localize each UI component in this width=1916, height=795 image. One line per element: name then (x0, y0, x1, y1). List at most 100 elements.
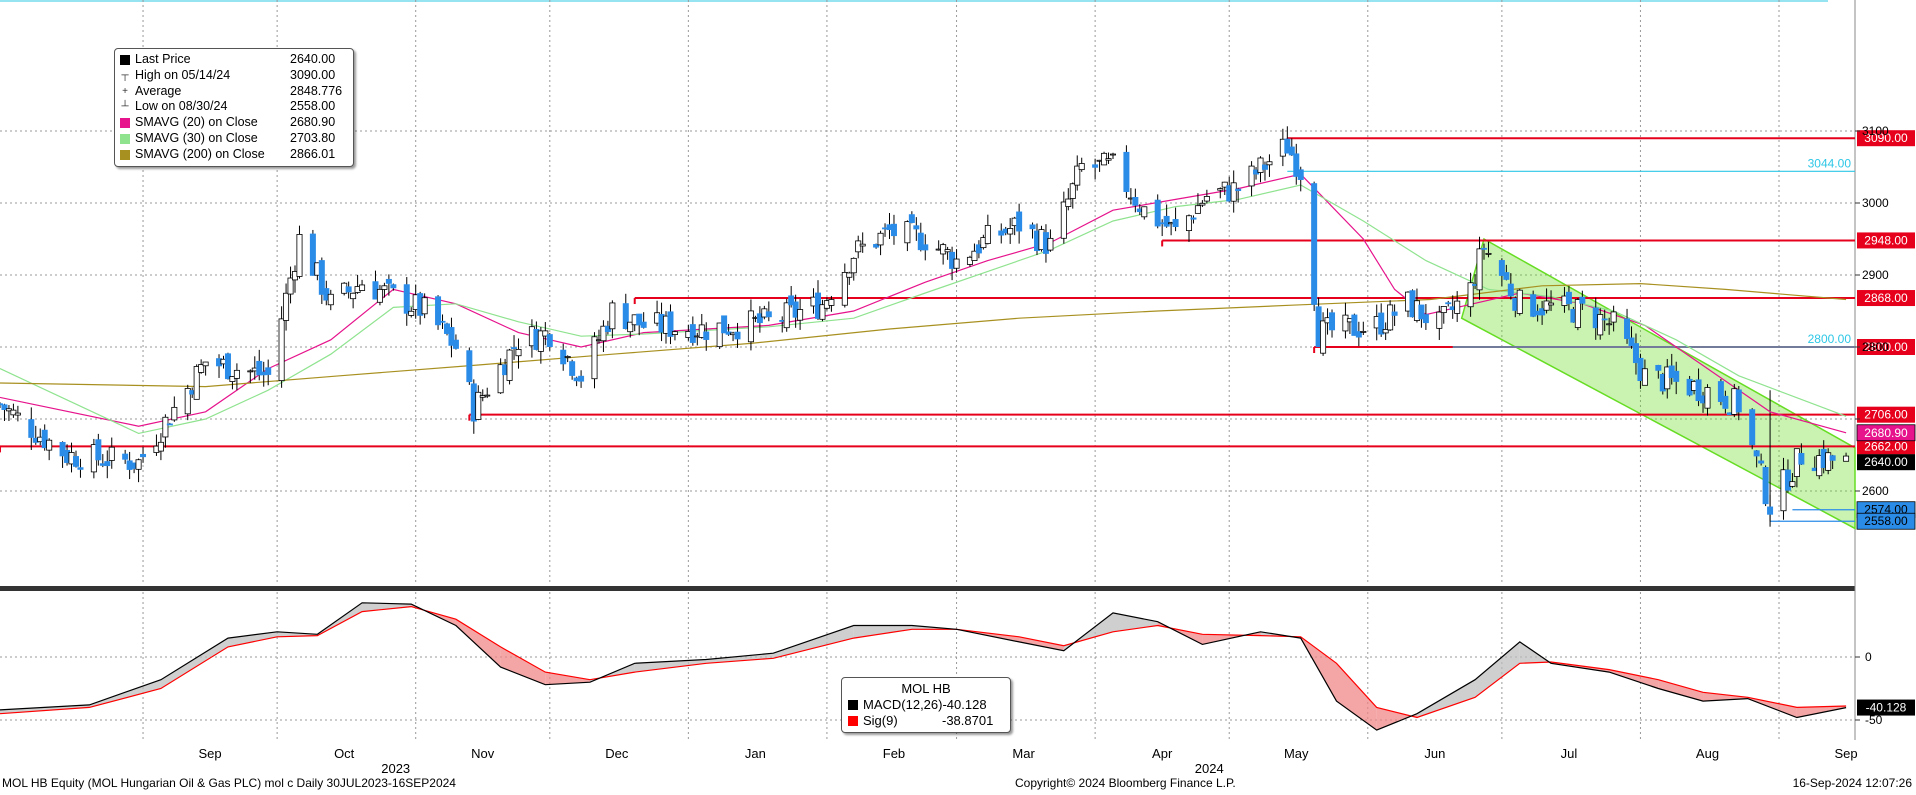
candle-body (198, 364, 205, 373)
price-tag-label: 2640.00 (1864, 455, 1908, 469)
legend-row-last-price: Last Price 2640.00 (120, 52, 348, 68)
candle-body (46, 439, 53, 451)
candle-body (1753, 450, 1760, 457)
candle-body (1382, 329, 1389, 334)
macd-fill (1475, 641, 1520, 698)
candle-body (511, 347, 518, 349)
candle-body (1503, 272, 1510, 280)
macd-legend-title: MOL HB (901, 681, 951, 696)
candle-body (1722, 395, 1729, 409)
candle-body (1767, 506, 1774, 515)
legend-value: 2640.00 (290, 52, 336, 66)
candle-body (135, 459, 142, 470)
candle-body (1387, 304, 1394, 331)
candle-body (917, 232, 924, 251)
macd-fill (160, 638, 228, 689)
level-tag-label: 2800.00 (1864, 340, 1908, 354)
candle-body (908, 214, 915, 223)
macd-fill (853, 625, 912, 639)
candle-body (627, 321, 634, 333)
candle-body (698, 324, 705, 338)
candle-body (1758, 460, 1765, 464)
candle-body (171, 406, 178, 421)
candle-body (1, 404, 8, 410)
candle-body (265, 367, 272, 375)
candle-body (1293, 153, 1300, 177)
candle-body (327, 293, 334, 306)
candle-body (296, 234, 303, 277)
macd-fill (227, 631, 278, 647)
candle-body (850, 257, 857, 274)
price-tick-label: 2600 (1862, 484, 1889, 498)
high-marker-icon: ┬ (121, 69, 129, 81)
candle-body (28, 419, 35, 438)
legend-label: Average (135, 83, 182, 98)
month-tick-label: Feb (883, 746, 905, 761)
candle-body (506, 349, 513, 381)
legend-label: SMAVG (30) on Close (135, 130, 258, 145)
candle-body (1606, 323, 1613, 326)
candle-body (0, 403, 3, 406)
candle-body (359, 284, 366, 291)
candle-body (1154, 199, 1161, 227)
candle-body (475, 391, 482, 420)
legend-row-low: ┴ Low on 08/30/24 2558.00 (120, 99, 348, 115)
candle-body (819, 304, 826, 320)
macd-fill (455, 619, 501, 668)
level-label: 2800.00 (1808, 332, 1852, 346)
candle-body (108, 446, 115, 461)
average-marker-icon: + (122, 85, 128, 97)
macd-tag-label: -40.128 (1866, 701, 1907, 715)
candle-body (716, 322, 723, 348)
candle-body (1235, 188, 1242, 192)
candle-body (1825, 452, 1832, 471)
macd-fill (706, 653, 774, 664)
candle-body (1261, 164, 1268, 170)
candle-body (1516, 289, 1523, 314)
level-tag-label: 2948.00 (1864, 233, 1908, 247)
candle-body (1060, 201, 1067, 239)
candle-body (971, 250, 978, 262)
macd-legend: MOL HB MACD(12,26) -40.128 Sig(9) -38.8701 (841, 677, 1011, 733)
candle-body (1539, 308, 1546, 316)
candle-body (1624, 318, 1631, 339)
ma-line-1 (0, 184, 1847, 435)
candle-body (193, 366, 200, 400)
candle-body (1172, 219, 1179, 228)
month-tick-label: Sep (1834, 746, 1857, 761)
price-tick-label: 2900 (1862, 268, 1889, 282)
price-tick-label: 2800 (1862, 340, 1889, 354)
level-tag-label: 3090.00 (1864, 131, 1908, 145)
candle-body (10, 409, 17, 416)
month-tick-label: Jul (1561, 746, 1578, 761)
candle-body (1749, 409, 1756, 446)
candle-body (484, 394, 491, 397)
legend-swatch (848, 700, 858, 710)
candle-body (72, 456, 79, 467)
candle-body (439, 320, 446, 323)
candle-body (622, 303, 629, 329)
candle-body (756, 313, 763, 324)
candle-body (636, 313, 643, 326)
candle-body (1194, 205, 1201, 214)
candle-body (1065, 198, 1072, 207)
candle-body (1141, 206, 1148, 218)
month-tick-label: Mar (1012, 746, 1035, 761)
candle-body (721, 315, 728, 334)
candle-body (1288, 146, 1295, 156)
candle-body (157, 441, 164, 452)
candle-body (1467, 282, 1474, 308)
candle-body (1105, 158, 1112, 161)
macd-tick-label: 0 (1865, 650, 1872, 664)
candle-body (350, 292, 357, 300)
macd-fill (0, 704, 90, 714)
candle-body (287, 277, 294, 295)
candle-body (1485, 252, 1492, 255)
candle-body (104, 461, 111, 467)
candle-body (890, 223, 897, 237)
legend-row-high: ┬ High on 05/14/24 3090.00 (120, 68, 348, 84)
candle-body (846, 272, 853, 278)
candle-body (229, 376, 236, 382)
price-tag-label: 2680.90 (1864, 426, 1908, 440)
candle-body (233, 369, 240, 379)
